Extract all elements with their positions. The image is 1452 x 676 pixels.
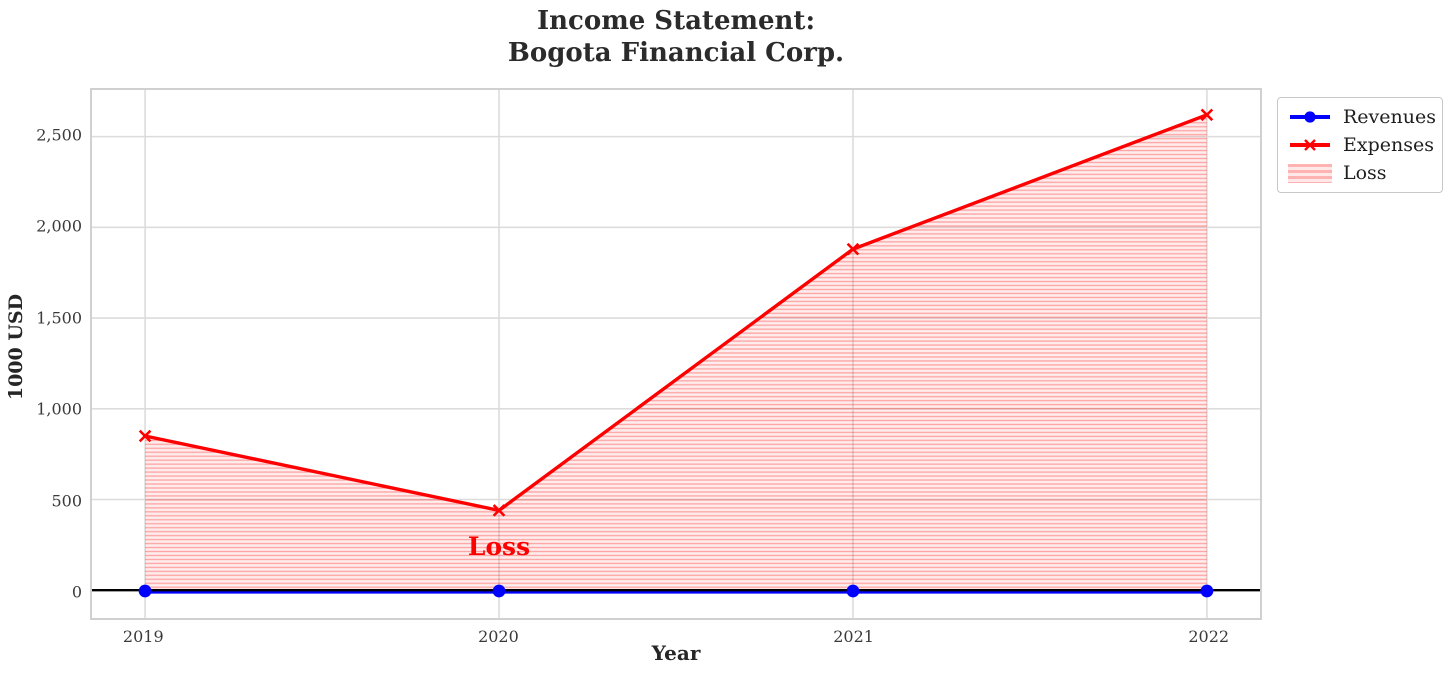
y-tick-label: 500 — [51, 491, 82, 511]
x-tick-label: 2019 — [122, 627, 164, 646]
x-tick-label: 2020 — [478, 627, 519, 646]
revenues-marker — [846, 584, 860, 598]
loss-hatch-swatch-icon — [1288, 163, 1332, 183]
legend-item-revenues: Revenues — [1288, 105, 1436, 129]
y-tick-label: 2,500 — [36, 125, 82, 145]
expenses-marker — [1200, 108, 1214, 122]
revenues-marker — [492, 584, 506, 598]
expenses-marker — [138, 429, 152, 443]
y-tick-label: 2,000 — [36, 216, 82, 236]
chart-title: Income Statement: Bogota Financial Corp. — [507, 6, 845, 68]
legend: Revenues Expenses Loss — [1277, 97, 1443, 193]
expenses-marker — [492, 504, 506, 517]
x-tick-label: 2022 — [1188, 627, 1230, 646]
loss-annotation: Loss — [468, 532, 530, 561]
plot-svg: Loss — [92, 90, 1260, 618]
legend-item-loss: Loss — [1288, 161, 1432, 185]
legend-label-loss: Loss — [1343, 161, 1387, 184]
expenses-line-swatch-icon — [1290, 139, 1330, 151]
y-tick-label: 1,500 — [36, 308, 82, 328]
x-tick-label: 2021 — [833, 627, 874, 646]
expenses-line — [144, 113, 1208, 513]
revenues-marker — [138, 584, 152, 598]
y-tick-label: 1,000 — [36, 399, 82, 419]
revenues-line-swatch-icon — [1290, 111, 1330, 123]
y-tick-label: 0 — [71, 582, 82, 602]
legend-label-expenses: Expenses — [1343, 133, 1434, 156]
revenues-marker — [1200, 584, 1214, 598]
legend-label-revenues: Revenues — [1343, 105, 1436, 128]
plot-area: Loss — [90, 88, 1262, 620]
x-axis-label: Year — [651, 641, 701, 665]
legend-item-expenses: Expenses — [1288, 133, 1434, 157]
expenses-marker — [846, 242, 860, 256]
loss-fill-area — [145, 114, 1207, 591]
y-axis-label: 1000 USD — [5, 293, 27, 401]
